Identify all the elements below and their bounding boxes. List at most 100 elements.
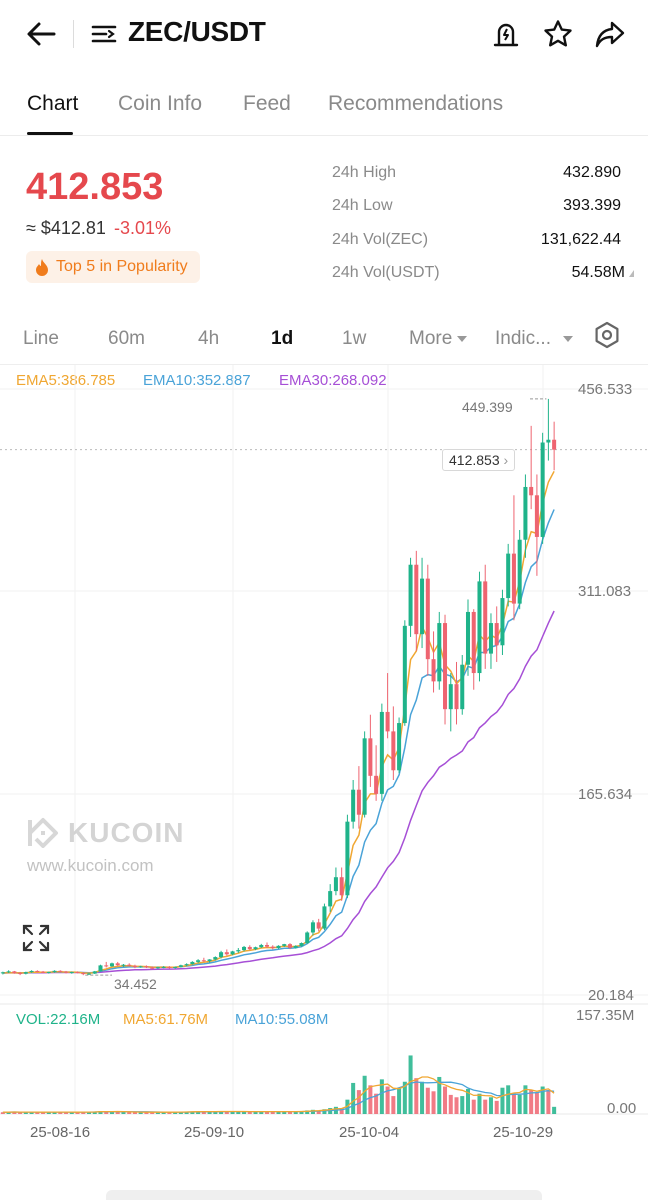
volume-bar [305, 1110, 310, 1114]
interval-line[interactable]: Line [23, 328, 59, 349]
back-arrow-icon[interactable] [24, 18, 60, 50]
pair-menu-icon[interactable] [90, 20, 118, 48]
volume-legend: VOL:22.16M [16, 1011, 101, 1028]
x-axis-tick: 25-10-29 [493, 1124, 554, 1141]
interval-1d[interactable]: 1d [271, 328, 294, 349]
volume-bar [35, 1112, 40, 1114]
volume-bar [523, 1085, 528, 1114]
volume-bar [362, 1075, 367, 1114]
candle-body [282, 944, 287, 946]
volume-bar [230, 1111, 235, 1114]
stat-value-high: 432.890 [563, 164, 621, 181]
candle-body [98, 965, 103, 972]
candle-body [242, 946, 247, 951]
stat-label-high: 24h High [332, 164, 397, 181]
share-icon[interactable] [594, 18, 626, 50]
volume-bar [121, 1112, 126, 1114]
volume-bar [397, 1087, 402, 1114]
volume-bar [460, 1096, 465, 1114]
x-axis-tick: 25-09-10 [184, 1124, 245, 1141]
corner-triangle-icon [629, 270, 634, 277]
volume-bar [109, 1111, 114, 1114]
volume-bar [242, 1111, 247, 1114]
candle-body [207, 959, 212, 962]
candle-body [339, 877, 344, 896]
candle-body [201, 960, 206, 962]
interval-more[interactable]: More [409, 328, 468, 350]
price-alert-icon[interactable] [490, 18, 522, 50]
volume-bar [219, 1111, 224, 1114]
candle-body [385, 711, 390, 732]
candle-body [345, 821, 350, 896]
interval-bar: Line 60m 4h 1d 1w More Indic... [0, 316, 648, 360]
candle-body [270, 946, 275, 949]
current-price-tag[interactable]: 412.853 › [442, 449, 516, 471]
volume-bar [259, 1111, 264, 1114]
candle-body [236, 950, 241, 952]
pair-title[interactable]: ZEC/USDT [128, 16, 266, 47]
candle-body [92, 971, 97, 974]
candlestick-chart[interactable] [0, 365, 648, 1145]
candle-body [454, 684, 459, 710]
volume-bar [270, 1111, 275, 1114]
volume-bar [86, 1112, 92, 1114]
volume-bar [552, 1106, 557, 1114]
volume-bar [534, 1092, 539, 1114]
candle-body [552, 439, 557, 450]
tab-chart[interactable]: Chart [27, 92, 79, 115]
volume-bar [58, 1112, 63, 1114]
candle-body [247, 946, 252, 950]
x-axis-tick: 25-08-16 [30, 1124, 91, 1141]
candle-body [443, 623, 448, 710]
candle-body [35, 970, 40, 972]
volume-bar [190, 1111, 195, 1114]
volume-bar [265, 1111, 270, 1114]
fullscreen-expand-icon[interactable] [20, 922, 52, 954]
candle-body [265, 944, 270, 947]
volume-bar [385, 1086, 390, 1114]
volume-bar [500, 1087, 505, 1114]
volume-bar [167, 1112, 172, 1114]
candle-body [155, 967, 160, 969]
volume-bar [132, 1112, 137, 1114]
volume-bar [253, 1111, 258, 1114]
indicators-dropdown[interactable]: Indic... [495, 328, 573, 350]
chart-settings-icon[interactable] [592, 320, 622, 350]
candle-body [213, 957, 218, 960]
candle-body [431, 659, 436, 682]
candle-body [437, 623, 442, 682]
volume-bar [546, 1090, 551, 1114]
star-favorite-icon[interactable] [542, 18, 574, 50]
volume-bar [506, 1085, 511, 1114]
volume-bar [431, 1091, 436, 1114]
interval-4h[interactable]: 4h [198, 328, 220, 349]
tab-coin-info[interactable]: Coin Info [118, 92, 203, 115]
volume-bar [368, 1085, 373, 1114]
stat-label-vol-base: 24h Vol(ZEC) [332, 231, 429, 248]
stat-value-vol-quote-text: 54.58M [571, 264, 625, 281]
candle-body [69, 972, 74, 974]
stat-value-vol-quote: 54.58M [572, 264, 634, 282]
volume-bar [425, 1087, 430, 1114]
tab-feed[interactable]: Feed [243, 92, 291, 115]
volume-bar [247, 1111, 252, 1114]
candle-body [351, 789, 356, 822]
kucoin-logo-icon [28, 818, 58, 848]
popularity-badge[interactable]: Top 5 in Popularity [26, 251, 200, 283]
price-sub-row: ≈ $412.81 -3.01% [26, 218, 171, 239]
tab-recommendations[interactable]: Recommendations [328, 92, 504, 115]
volume-bar [64, 1112, 69, 1114]
volume-bar [517, 1094, 522, 1114]
interval-1w[interactable]: 1w [342, 328, 367, 349]
candle-body [173, 966, 178, 968]
volume-bar [299, 1111, 304, 1114]
volume-bar [127, 1112, 132, 1114]
volume-bar [511, 1093, 516, 1114]
candle-body [299, 943, 304, 946]
candle-body [546, 439, 551, 443]
volume-bar [46, 1111, 51, 1114]
interval-60m[interactable]: 60m [108, 328, 145, 349]
volume-bar [454, 1097, 459, 1114]
candle-body [465, 611, 471, 665]
volume-bar [75, 1112, 80, 1114]
